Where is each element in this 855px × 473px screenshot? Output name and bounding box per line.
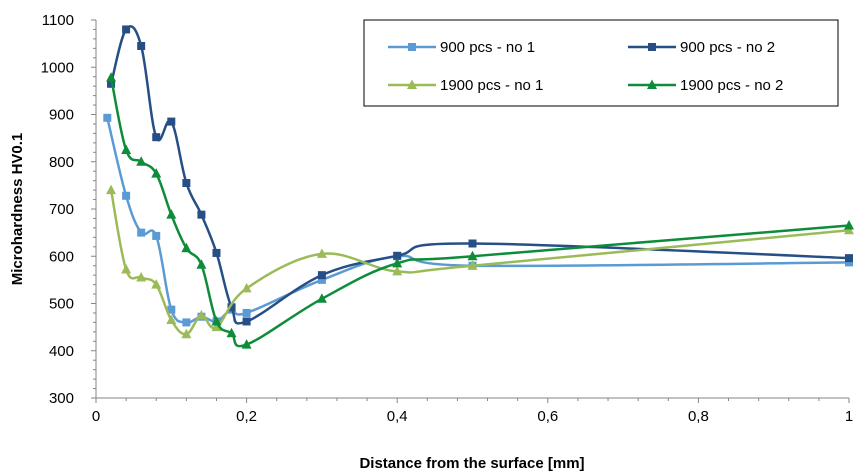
- legend-item: 1900 pcs - no 1: [388, 77, 543, 94]
- data-point: [227, 303, 236, 312]
- data-point: [166, 314, 177, 325]
- data-point: [197, 210, 206, 219]
- data-point: [845, 258, 853, 267]
- data-point: [166, 209, 177, 219]
- data-point: [196, 309, 207, 320]
- x-tick-label: 0: [92, 408, 100, 425]
- legend-label: 1900 pcs - no 2: [680, 77, 783, 94]
- data-point: [121, 263, 132, 274]
- legend-box: [363, 19, 839, 107]
- legend-marker: [648, 43, 656, 51]
- x-tick-label: 0,8: [688, 408, 709, 425]
- data-point: [181, 328, 192, 339]
- series-line: [109, 77, 850, 348]
- data-point: [241, 339, 252, 349]
- data-point: [106, 72, 117, 82]
- data-point: [106, 184, 117, 195]
- data-point: [137, 41, 146, 50]
- data-point: [182, 179, 191, 188]
- data-point: [316, 293, 327, 303]
- x-axis-title: Distance from the surface [mm]: [359, 455, 584, 472]
- legend-label: 900 pcs - no 2: [680, 39, 775, 56]
- y-tick-label: 1000: [41, 59, 74, 76]
- legend-item: 900 pcs - no 1: [388, 39, 535, 56]
- legend-label: 1900 pcs - no 1: [440, 77, 543, 94]
- legend: 900 pcs - no 1 900 pcs - no 2 1900 pcs - n…: [363, 19, 839, 107]
- y-tick-label: 800: [49, 154, 74, 171]
- data-point: [181, 242, 192, 253]
- data-point: [242, 308, 251, 317]
- data-point: [241, 282, 252, 293]
- data-point: [152, 231, 161, 240]
- data-point: [467, 250, 478, 261]
- data-point: [196, 259, 207, 269]
- series-line: [106, 117, 850, 324]
- series-line: [109, 189, 850, 336]
- y-tick-label: 300: [49, 390, 74, 407]
- data-point: [845, 254, 853, 263]
- data-point: [317, 271, 326, 280]
- data-point: [393, 251, 402, 260]
- y-tick-label: 500: [49, 296, 74, 313]
- data-point: [211, 321, 222, 332]
- legend-marker: [408, 43, 416, 51]
- data-point: [392, 257, 403, 268]
- y-tick-label: 400: [49, 343, 74, 360]
- data-point: [151, 279, 162, 289]
- legend-label: 900 pcs - no 1: [440, 39, 535, 56]
- legend-marker: [407, 79, 417, 89]
- data-point: [468, 239, 477, 248]
- data-point: [136, 156, 147, 166]
- x-tick-label: 0,4: [387, 408, 408, 425]
- y-tick-label: 1100: [42, 12, 74, 29]
- data-point: [226, 327, 237, 338]
- data-point: [317, 275, 326, 284]
- series-1: [103, 113, 853, 327]
- axes: 300 400 500 600 700 800 900 1000 1100 0 0,2 0,4 0,6 0…: [41, 12, 854, 425]
- data-point: [467, 260, 478, 270]
- series-4: [106, 72, 854, 349]
- data-point: [167, 305, 176, 314]
- x-tick-label: 1: [845, 408, 853, 425]
- data-point: [844, 220, 854, 230]
- data-point: [152, 133, 161, 142]
- data-point: [137, 228, 146, 237]
- legend-item: 1900 pcs - no 2: [628, 77, 783, 94]
- series-group: [103, 25, 854, 349]
- x-tick-label: 0,2: [236, 408, 257, 425]
- data-point: [167, 117, 176, 126]
- data-point: [211, 315, 222, 326]
- y-tick-label: 700: [49, 201, 74, 218]
- x-tick-label: 0,6: [537, 408, 558, 425]
- legend-marker: [647, 79, 657, 89]
- y-tick-label: 900: [49, 107, 74, 124]
- data-point: [151, 168, 162, 178]
- data-point: [392, 265, 403, 276]
- data-point: [136, 272, 147, 282]
- legend-item: 900 pcs - no 2: [628, 39, 775, 56]
- data-point: [316, 248, 327, 258]
- data-point: [242, 317, 251, 326]
- data-point: [122, 25, 131, 34]
- data-point: [212, 248, 221, 257]
- data-point: [103, 113, 112, 122]
- data-point: [121, 144, 132, 154]
- data-point: [182, 318, 191, 327]
- data-point: [122, 191, 131, 200]
- y-tick-label: 600: [49, 248, 74, 265]
- series-line: [109, 25, 850, 325]
- series-3: [106, 184, 854, 339]
- y-axis-title: Microhardness HV0.1: [9, 133, 26, 286]
